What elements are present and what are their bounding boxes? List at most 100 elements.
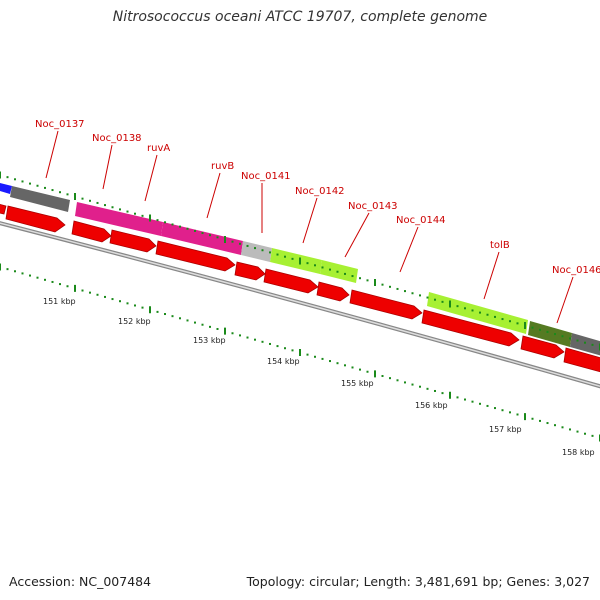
feature-noc-0138[interactable] xyxy=(75,202,163,236)
feature-ruva-ruvb[interactable] xyxy=(161,222,243,255)
cds-arrow[interactable] xyxy=(0,203,7,215)
minor-tick xyxy=(111,206,114,209)
feature-noc-0146[interactable] xyxy=(528,321,572,347)
minor-tick xyxy=(111,298,114,301)
minor-tick xyxy=(351,275,354,278)
genome-backbone xyxy=(0,221,600,389)
minor-tick xyxy=(216,236,219,239)
minor-tick xyxy=(156,219,159,222)
kbp-label: 154 kbp xyxy=(267,357,300,366)
minor-tick xyxy=(321,266,324,269)
minor-tick xyxy=(284,347,286,350)
minor-tick xyxy=(246,336,249,339)
minor-tick xyxy=(126,210,129,213)
minor-tick xyxy=(321,357,324,360)
kbp-labels: 151 kbp 152 kbp 153 kbp 154 kbp 155 kbp … xyxy=(43,297,595,457)
minor-tick xyxy=(179,317,181,320)
minor-tick xyxy=(104,295,106,298)
minor-tick xyxy=(591,434,594,437)
minor-tick xyxy=(171,315,174,318)
minor-tick xyxy=(441,300,444,303)
cds-arrow[interactable] xyxy=(5,205,66,233)
gene-label[interactable]: Noc_0142 xyxy=(295,186,345,197)
minor-tick xyxy=(539,328,541,331)
genome-info-text: Topology: circular; Length: 3,481,691 bp… xyxy=(246,574,590,589)
gene-label[interactable]: Noc_0138 xyxy=(92,133,142,144)
gene-label[interactable]: Noc_0144 xyxy=(396,215,446,226)
minor-tick xyxy=(336,270,339,273)
minor-tick xyxy=(546,330,549,333)
feature-blue[interactable] xyxy=(0,183,12,194)
minor-tick xyxy=(14,270,16,273)
minor-tick xyxy=(44,186,46,189)
minor-tick xyxy=(14,178,16,181)
minor-tick xyxy=(359,368,361,371)
gene-label[interactable]: Noc_0141 xyxy=(241,171,291,182)
gene-label[interactable]: Noc_0143 xyxy=(348,201,398,212)
minor-tick xyxy=(126,302,129,305)
minor-tick xyxy=(141,214,144,217)
cds-arrow[interactable] xyxy=(349,289,423,320)
minor-tick xyxy=(179,225,181,228)
minor-tick xyxy=(29,182,31,185)
cds-arrow[interactable] xyxy=(234,261,266,281)
outer-tick-row xyxy=(0,171,600,351)
minor-tick xyxy=(306,262,309,265)
feature-tolb[interactable] xyxy=(427,292,528,334)
minor-tick xyxy=(554,424,556,427)
minor-tick xyxy=(381,283,384,286)
gene-label[interactable]: tolB xyxy=(490,240,510,251)
feature-grey-right[interactable] xyxy=(570,333,600,361)
minor-tick xyxy=(201,323,204,326)
minor-tick xyxy=(119,208,121,211)
minor-tick xyxy=(381,375,384,378)
minor-tick xyxy=(351,366,354,369)
kbp-label: 151 kbp xyxy=(43,297,76,306)
cds-arrow[interactable] xyxy=(109,229,157,253)
minor-tick xyxy=(36,184,39,187)
minor-tick xyxy=(156,310,159,313)
minor-tick xyxy=(81,197,84,200)
minor-tick xyxy=(531,417,534,420)
minor-tick xyxy=(21,180,24,183)
cds-arrow[interactable] xyxy=(520,335,565,359)
cds-arrow[interactable] xyxy=(263,268,319,294)
cds-arrow[interactable] xyxy=(71,220,112,243)
minor-tick xyxy=(89,199,91,202)
minor-tick xyxy=(66,285,69,288)
gene-label[interactable]: Noc_0146 xyxy=(552,265,600,276)
minor-tick xyxy=(426,387,429,390)
minor-tick xyxy=(96,201,99,204)
minor-tick xyxy=(479,402,481,405)
cds-arrow[interactable] xyxy=(421,309,520,347)
minor-tick xyxy=(269,251,271,254)
minor-tick xyxy=(96,293,99,296)
feature-noc-0142[interactable] xyxy=(270,248,322,274)
minor-tick xyxy=(59,283,61,286)
minor-tick xyxy=(419,294,421,297)
minor-tick xyxy=(509,411,511,414)
minor-tick xyxy=(554,333,556,336)
gene-label[interactable]: ruvB xyxy=(211,161,234,172)
gene-label[interactable]: Noc_0137 xyxy=(35,119,85,130)
cds-arrow[interactable] xyxy=(155,240,236,272)
minor-tick xyxy=(411,383,414,386)
minor-tick xyxy=(21,272,24,275)
feature-noc-0143[interactable] xyxy=(320,260,358,283)
minor-tick xyxy=(186,227,189,230)
cds-arrow[interactable] xyxy=(563,347,600,375)
cds-arrow[interactable] xyxy=(316,281,350,302)
minor-tick xyxy=(51,280,54,283)
minor-tick xyxy=(471,400,474,403)
minor-tick xyxy=(104,204,106,207)
gene-label[interactable]: ruvA xyxy=(147,143,170,154)
feature-noc-0137[interactable] xyxy=(10,186,70,212)
minor-tick xyxy=(366,279,369,282)
minor-tick xyxy=(36,276,39,279)
minor-tick xyxy=(231,240,234,243)
feature-noc-0141[interactable] xyxy=(241,241,272,262)
minor-tick xyxy=(486,404,489,407)
minor-tick xyxy=(456,305,459,308)
minor-tick xyxy=(584,341,586,344)
